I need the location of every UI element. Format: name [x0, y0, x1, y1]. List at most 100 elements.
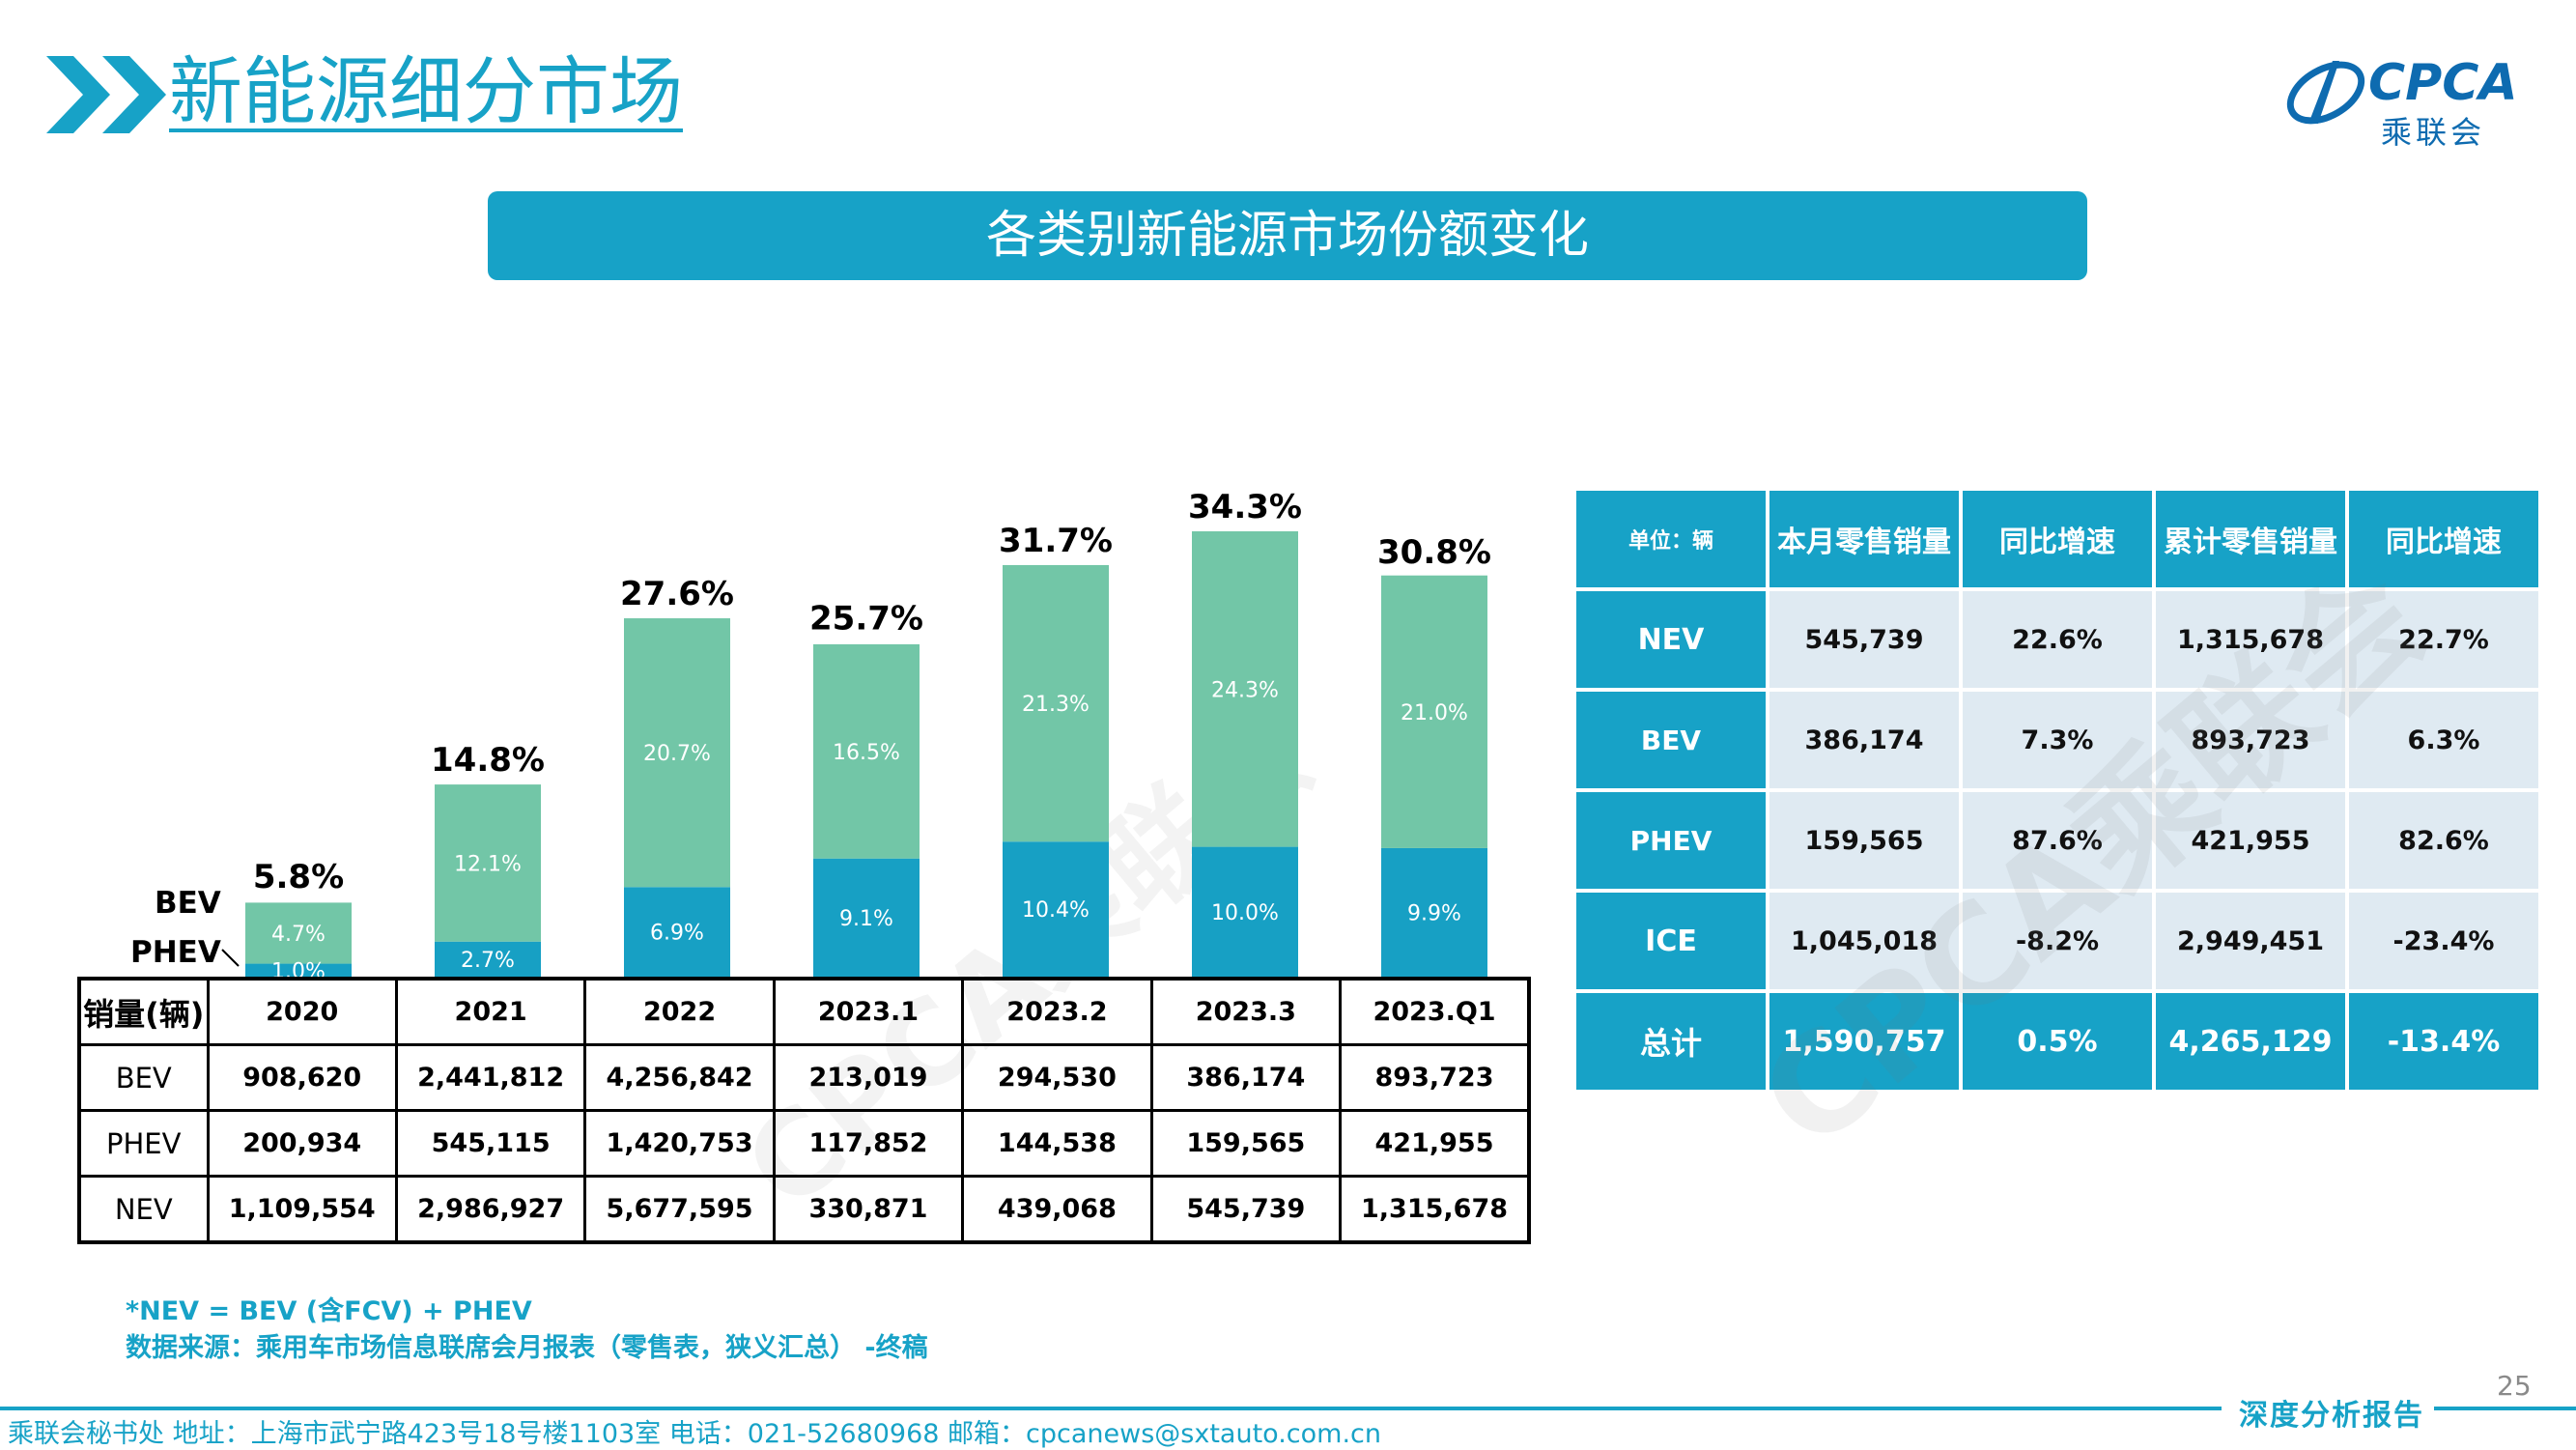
- summary-row-label: PHEV: [1576, 792, 1766, 889]
- total-label: 5.8%: [253, 858, 344, 896]
- segment-label: 6.9%: [650, 922, 704, 946]
- total-label: 34.3%: [1188, 488, 1302, 526]
- summary-cell: 87.6%: [1963, 792, 2152, 889]
- summary-cell: 1,315,678: [2156, 591, 2345, 688]
- table-cell: 908,620: [206, 1043, 398, 1112]
- table-cell: 159,565: [1149, 1109, 1343, 1178]
- segment-label: 1.0%: [271, 959, 326, 981]
- summary-cell: 22.7%: [2349, 591, 2538, 688]
- bar-phev-2023.Q1: [1381, 575, 1487, 848]
- summary-total-row: 总计 1,590,757 0.5% 4,265,129 -13.4%: [1576, 993, 2538, 1090]
- summary-row-label: NEV: [1576, 591, 1766, 688]
- footer-divider: [0, 1407, 2222, 1410]
- table-cell: 200,934: [206, 1109, 398, 1178]
- cpca-logo: CPCA 乘联会: [2279, 46, 2540, 153]
- segment-label: 16.5%: [833, 741, 900, 765]
- table-column-header: 2021: [394, 977, 587, 1046]
- summary-total-cell: 1,590,757: [1769, 993, 1959, 1090]
- summary-row: PHEV 159,565 87.6% 421,955 82.6%: [1576, 792, 2538, 889]
- summary-cell: 22.6%: [1963, 591, 2152, 688]
- segment-label: 4.7%: [271, 923, 326, 947]
- total-label: 31.7%: [999, 522, 1113, 560]
- bar-phev-2021: [435, 784, 541, 942]
- summary-cell: 421,955: [2156, 792, 2345, 889]
- table-cell: 545,739: [1149, 1175, 1343, 1244]
- bar-bev-2020: [245, 963, 352, 977]
- bar-phev-2023.2: [1003, 564, 1109, 842]
- footer-contact: 乘联会秘书处 地址：上海市武宁路423号18号楼1103室 电话：021-526…: [8, 1419, 1382, 1449]
- table-row: BEV 908,620 2,441,812 4,256,842 213,019 …: [77, 1043, 1531, 1112]
- segment-label: 21.0%: [1401, 701, 1468, 725]
- page-number: 25: [2497, 1370, 2532, 1402]
- table-column-header: 2022: [583, 977, 776, 1046]
- segment-label: 20.7%: [643, 742, 711, 766]
- summary-cell: 82.6%: [2349, 792, 2538, 889]
- footer-divider: [2434, 1407, 2576, 1410]
- total-label: 30.8%: [1377, 533, 1491, 572]
- table-cell: 1,315,678: [1339, 1175, 1531, 1244]
- bar-phev-2020: [245, 902, 352, 964]
- segment-label: 24.3%: [1211, 678, 1279, 702]
- summary-cell: -8.2%: [1963, 893, 2152, 989]
- summary-row: BEV 386,174 7.3% 893,723 6.3%: [1576, 692, 2538, 788]
- total-label: 14.8%: [431, 741, 545, 780]
- unit-label: 单位：辆: [1576, 491, 1766, 587]
- segment-label: 2.7%: [461, 949, 515, 973]
- table-cell: 439,068: [961, 1175, 1153, 1244]
- summary-total-cell: 4,265,129: [2156, 993, 2345, 1090]
- row-label: BEV: [77, 1043, 210, 1112]
- table-column-header: 2023.1: [772, 977, 965, 1046]
- table-cell: 144,538: [961, 1109, 1153, 1178]
- stacked-bar-chart: 1.0% 4.7% 5.8% 2.7% 12.1% 14.8% 6.9% 20.7% 27.6%…: [130, 488, 1491, 981]
- data-source-note: 数据来源：乘用车市场信息联席会月报表（零售表，狭义汇总） -终稿: [126, 1333, 928, 1363]
- segment-label: 10.0%: [1211, 901, 1279, 925]
- chevron-double-icon: [46, 56, 166, 133]
- bar-phev-2023.3: [1192, 531, 1298, 847]
- summary-row: NEV 545,739 22.6% 1,315,678 22.7%: [1576, 591, 2538, 688]
- summary-header-row: 单位：辆 本月零售销量 同比增速 累计零售销量 同比增速: [1576, 491, 2538, 587]
- segment-label: 10.4%: [1022, 898, 1090, 923]
- table-cell: 5,677,595: [583, 1175, 776, 1244]
- summary-row: ICE 1,045,018 -8.2% 2,949,451 -23.4%: [1576, 893, 2538, 989]
- table-cell: 545,115: [394, 1109, 587, 1178]
- sales-volume-table: 销量(辆) 2020 2021 2022 2023.1 2023.2 2023.…: [77, 977, 1531, 1244]
- table-cell: 2,986,927: [394, 1175, 587, 1244]
- segment-label: 9.9%: [1407, 901, 1461, 925]
- logo-cn-text: 乘联会: [2381, 114, 2486, 151]
- bar-phev-2023.1: [813, 643, 920, 859]
- table-cell: 421,955: [1339, 1109, 1531, 1178]
- total-label: 25.7%: [809, 600, 923, 639]
- total-label: 27.6%: [620, 575, 734, 613]
- chart-title-bar: 各类别新能源市场份额变化: [488, 191, 2087, 280]
- summary-column-header: 同比增速: [2349, 491, 2538, 587]
- row-label: PHEV: [77, 1109, 210, 1178]
- summary-cell: 893,723: [2156, 692, 2345, 788]
- table-cell: 4,256,842: [583, 1043, 776, 1112]
- summary-cell: 1,045,018: [1769, 893, 1959, 989]
- bar-bev-2023.3: [1192, 846, 1298, 977]
- logo-text: CPCA: [2368, 54, 2518, 112]
- table-cell: 893,723: [1339, 1043, 1531, 1112]
- summary-cell: 6.3%: [2349, 692, 2538, 788]
- summary-cell: 386,174: [1769, 692, 1959, 788]
- bar-bev-2021: [435, 941, 541, 977]
- table-cell: 294,530: [961, 1043, 1153, 1112]
- table-row: NEV 1,109,554 2,986,927 5,677,595 330,87…: [77, 1175, 1531, 1244]
- table-cell: 386,174: [1149, 1043, 1343, 1112]
- summary-row-label: ICE: [1576, 893, 1766, 989]
- bar-bev-2023.2: [1003, 841, 1109, 977]
- report-tag: 深度分析报告: [2239, 1399, 2424, 1433]
- summary-cell: 545,739: [1769, 591, 1959, 688]
- bar-phev-2022: [624, 618, 730, 888]
- table-row: PHEV 200,934 545,115 1,420,753 117,852 1…: [77, 1109, 1531, 1178]
- summary-total-cell: 0.5%: [1963, 993, 2152, 1090]
- bar-bev-2023.Q1: [1381, 847, 1487, 977]
- table-cell: 330,871: [772, 1175, 965, 1244]
- table-column-header: 2023.3: [1149, 977, 1343, 1046]
- summary-cell: -23.4%: [2349, 893, 2538, 989]
- summary-cell: 2,949,451: [2156, 893, 2345, 989]
- table-column-header: 2023.Q1: [1339, 977, 1531, 1046]
- summary-total-cell: -13.4%: [2349, 993, 2538, 1090]
- summary-column-header: 同比增速: [1963, 491, 2152, 587]
- segment-label: 12.1%: [454, 852, 522, 876]
